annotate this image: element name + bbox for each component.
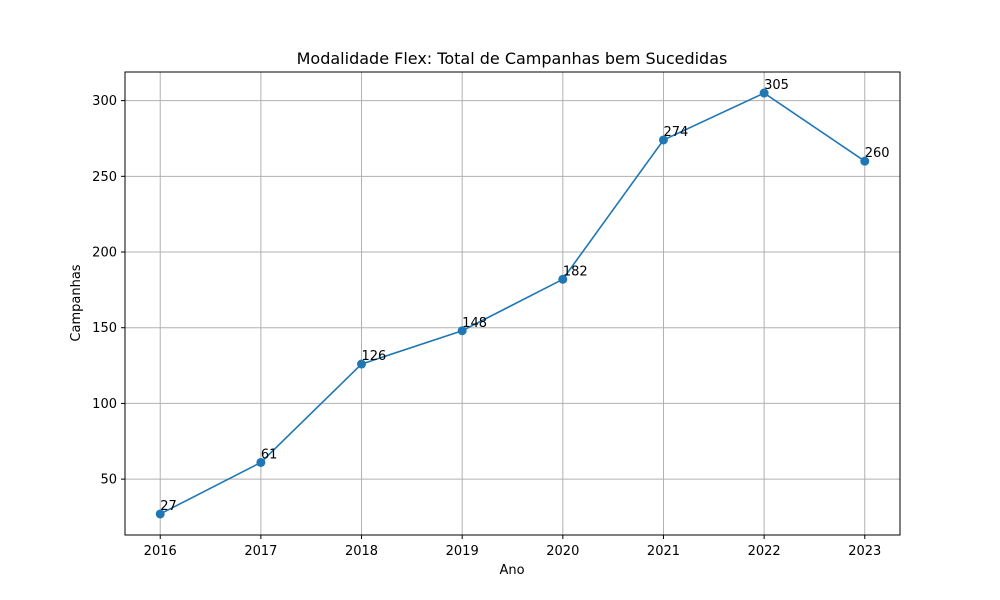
data-point bbox=[256, 457, 266, 467]
data-label: 274 bbox=[663, 125, 688, 140]
x-tick-label: 2022 bbox=[748, 544, 781, 559]
data-label: 260 bbox=[865, 146, 890, 161]
data-label: 182 bbox=[563, 264, 588, 279]
x-tick-label: 2021 bbox=[647, 544, 680, 559]
data-label: 126 bbox=[362, 349, 387, 364]
x-tick-label: 2017 bbox=[244, 544, 277, 559]
y-tick-label: 300 bbox=[92, 94, 117, 109]
x-tick-label: 2023 bbox=[848, 544, 881, 559]
data-point bbox=[759, 88, 769, 98]
data-label: 27 bbox=[160, 499, 177, 514]
data-point bbox=[558, 274, 568, 284]
x-tick-label: 2016 bbox=[144, 544, 177, 559]
data-point bbox=[457, 326, 467, 336]
chart-title: Modalidade Flex: Total de Campanhas bem … bbox=[297, 49, 728, 68]
y-tick-label: 150 bbox=[92, 321, 117, 336]
data-point bbox=[658, 135, 668, 145]
y-axis: 50 100 150 200 250 300 bbox=[92, 94, 125, 488]
y-tick-label: 200 bbox=[92, 246, 117, 261]
data-label: 305 bbox=[764, 78, 789, 93]
x-axis-label: Ano bbox=[499, 563, 524, 578]
x-axis: 2016 2017 2018 2019 2020 2021 2022 2023 bbox=[144, 535, 881, 559]
x-tick-label: 2019 bbox=[446, 544, 479, 559]
y-tick-label: 250 bbox=[92, 170, 117, 185]
data-point bbox=[357, 359, 367, 369]
data-point bbox=[860, 156, 870, 166]
grid bbox=[125, 72, 900, 535]
series-1: 27 61 126 148 182 274 305 260 bbox=[155, 78, 890, 519]
x-tick-label: 2018 bbox=[345, 544, 378, 559]
data-point bbox=[155, 509, 165, 519]
data-label: 61 bbox=[261, 447, 278, 462]
x-tick-label: 2020 bbox=[546, 544, 579, 559]
y-tick-label: 100 bbox=[92, 397, 117, 412]
y-axis-label: Campanhas bbox=[69, 264, 84, 341]
data-label: 148 bbox=[462, 316, 487, 331]
plot-frame bbox=[124, 71, 901, 536]
y-tick-label: 50 bbox=[100, 473, 117, 488]
series-line bbox=[159, 92, 866, 515]
